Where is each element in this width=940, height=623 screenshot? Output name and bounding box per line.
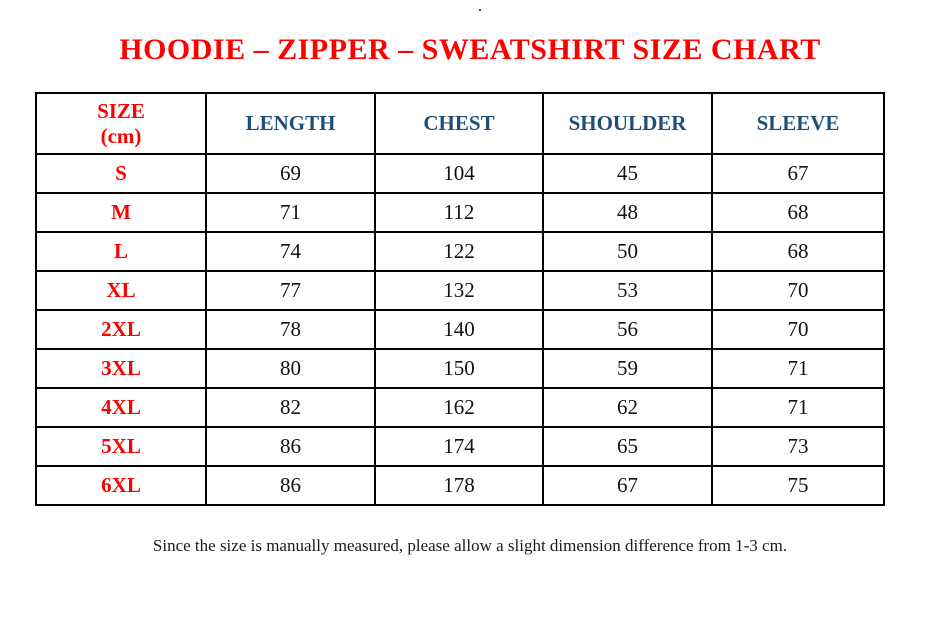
length-cell: 69 bbox=[205, 153, 376, 194]
chest-cell: 140 bbox=[374, 309, 544, 350]
table-row: L 74 122 50 68 bbox=[35, 231, 885, 272]
chest-cell: 150 bbox=[374, 348, 544, 389]
shoulder-cell: 56 bbox=[542, 309, 713, 350]
length-cell: 80 bbox=[205, 348, 376, 389]
header-size-line1: SIZE bbox=[97, 99, 145, 124]
page-title: HOODIE – ZIPPER – SWEATSHIRT SIZE CHART bbox=[119, 33, 821, 66]
length-cell: 77 bbox=[205, 270, 376, 311]
shoulder-cell: 65 bbox=[542, 426, 713, 467]
size-cell: S bbox=[35, 153, 207, 194]
table-row: 4XL 82 162 62 71 bbox=[35, 387, 885, 428]
sleeve-cell: 71 bbox=[711, 387, 885, 428]
table-row: 5XL 86 174 65 73 bbox=[35, 426, 885, 467]
sleeve-cell: 73 bbox=[711, 426, 885, 467]
table-row: 2XL 78 140 56 70 bbox=[35, 309, 885, 350]
header-shoulder: SHOULDER bbox=[542, 92, 713, 155]
length-cell: 86 bbox=[205, 465, 376, 506]
size-cell: L bbox=[35, 231, 207, 272]
sleeve-cell: 75 bbox=[711, 465, 885, 506]
chest-cell: 112 bbox=[374, 192, 544, 233]
header-size: SIZE (cm) bbox=[35, 92, 207, 155]
footnote: Since the size is manually measured, ple… bbox=[152, 536, 788, 555]
size-cell: 2XL bbox=[35, 309, 207, 350]
length-cell: 71 bbox=[205, 192, 376, 233]
header-chest: CHEST bbox=[374, 92, 544, 155]
shoulder-cell: 48 bbox=[542, 192, 713, 233]
chest-cell: 104 bbox=[374, 153, 544, 194]
table-row: S 69 104 45 67 bbox=[35, 153, 885, 194]
table-row: M 71 112 48 68 bbox=[35, 192, 885, 233]
size-chart-table: SIZE (cm) LENGTH CHEST SHOULDER SLEEVE S… bbox=[35, 92, 885, 506]
sleeve-cell: 68 bbox=[711, 192, 885, 233]
chest-cell: 122 bbox=[374, 231, 544, 272]
size-cell: 5XL bbox=[35, 426, 207, 467]
shoulder-cell: 67 bbox=[542, 465, 713, 506]
header-row: SIZE (cm) LENGTH CHEST SHOULDER SLEEVE bbox=[35, 92, 885, 155]
chest-cell: 174 bbox=[374, 426, 544, 467]
sleeve-cell: 67 bbox=[711, 153, 885, 194]
header-size-line2: (cm) bbox=[100, 123, 142, 148]
chest-cell: 132 bbox=[374, 270, 544, 311]
chest-cell: 162 bbox=[374, 387, 544, 428]
chest-cell: 178 bbox=[374, 465, 544, 506]
length-cell: 82 bbox=[205, 387, 376, 428]
size-cell: 4XL bbox=[35, 387, 207, 428]
table-row: 3XL 80 150 59 71 bbox=[35, 348, 885, 389]
table-row: 6XL 86 178 67 75 bbox=[35, 465, 885, 506]
table-row: XL 77 132 53 70 bbox=[35, 270, 885, 311]
size-cell: 6XL bbox=[35, 465, 207, 506]
length-cell: 74 bbox=[205, 231, 376, 272]
shoulder-cell: 50 bbox=[542, 231, 713, 272]
size-cell: XL bbox=[35, 270, 207, 311]
shoulder-cell: 53 bbox=[542, 270, 713, 311]
shoulder-cell: 62 bbox=[542, 387, 713, 428]
sleeve-cell: 70 bbox=[711, 270, 885, 311]
shoulder-cell: 59 bbox=[542, 348, 713, 389]
length-cell: 78 bbox=[205, 309, 376, 350]
length-cell: 86 bbox=[205, 426, 376, 467]
size-cell: 3XL bbox=[35, 348, 207, 389]
size-cell: M bbox=[35, 192, 207, 233]
header-length: LENGTH bbox=[205, 92, 376, 155]
sleeve-cell: 68 bbox=[711, 231, 885, 272]
stray-dot: . bbox=[478, 0, 482, 14]
shoulder-cell: 45 bbox=[542, 153, 713, 194]
sleeve-cell: 71 bbox=[711, 348, 885, 389]
sleeve-cell: 70 bbox=[711, 309, 885, 350]
header-sleeve: SLEEVE bbox=[711, 92, 885, 155]
